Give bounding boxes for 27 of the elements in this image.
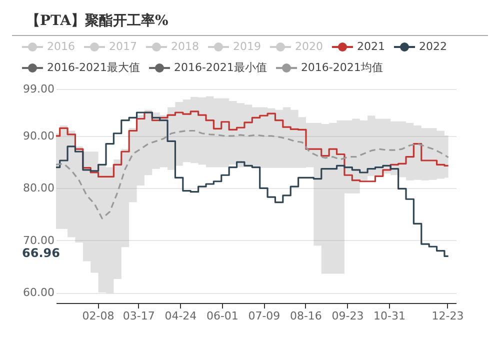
x-tick-label: 03-17 <box>122 310 155 322</box>
legend-label: 2016-2021最大值 <box>47 60 140 75</box>
y-tick-label: 80.00 <box>23 182 54 195</box>
x-tick-label: 02-08 <box>82 310 114 322</box>
x-tick-label: 12-23 <box>432 310 464 322</box>
legend-label: 2017 <box>109 39 137 54</box>
chart-title: 【PTA】聚酯开工率% <box>12 12 488 36</box>
annotation: 66.96 <box>22 246 60 260</box>
y-tick-label: 60.00 <box>23 286 54 300</box>
x-tick-label: 09-23 <box>332 310 364 322</box>
y-tick-label: 99.00 <box>23 82 54 96</box>
legend-label: 2020 <box>295 39 323 54</box>
legend-label: 2018 <box>171 39 199 54</box>
x-tick-label: 06-01 <box>206 310 238 322</box>
legend-label: 2021 <box>357 39 385 54</box>
legend-label: 2019 <box>233 39 261 54</box>
y-tick-label: 70.00 <box>23 234 54 247</box>
legend-label: 2016-2021最小值 <box>174 60 267 75</box>
x-tick-label: 04-24 <box>164 310 197 322</box>
x-tick-label: 07-09 <box>248 310 280 322</box>
legend-label: 2016-2021均值 <box>300 60 383 75</box>
x-tick-label: 10-31 <box>373 310 406 322</box>
legend-label: 2022 <box>419 39 447 54</box>
legend-label: 2016 <box>47 39 75 54</box>
y-tick-label: 90.00 <box>23 129 54 142</box>
line-series <box>55 130 450 220</box>
x-tick-label: 08-16 <box>290 310 322 322</box>
